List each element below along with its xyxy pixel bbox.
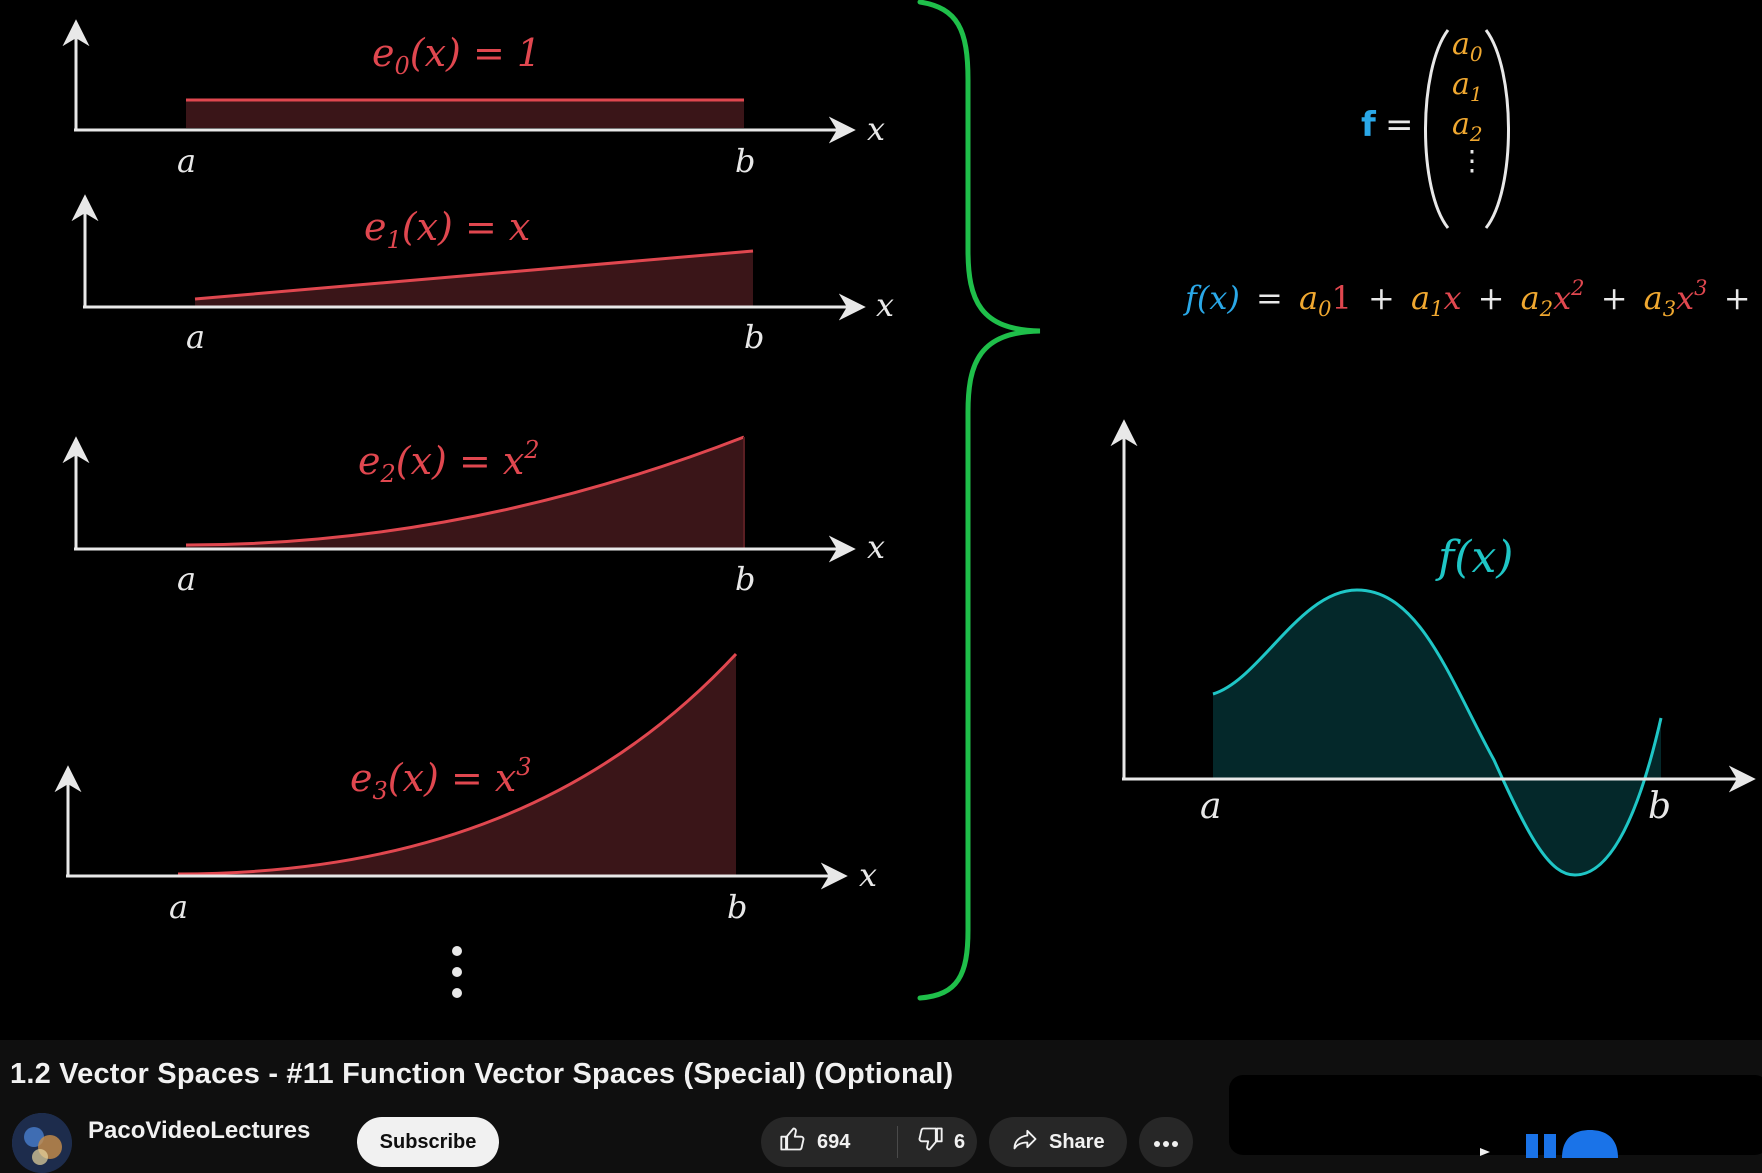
- side-panel: [1229, 1075, 1762, 1155]
- curly-brace: [917, 0, 1041, 1001]
- vector-equals: =: [1385, 105, 1414, 145]
- label-x: x: [867, 110, 885, 148]
- label-a: a: [177, 560, 196, 598]
- label-x: x: [876, 286, 894, 324]
- label-a: a: [1200, 786, 1221, 827]
- label-b: b: [735, 560, 755, 598]
- fx-plot: f(x) a b: [1110, 419, 1756, 877]
- label-b: b: [1648, 786, 1671, 827]
- like-dislike-group: 694 6: [761, 1117, 977, 1167]
- like-count: 694: [817, 1130, 851, 1153]
- label-x: x: [867, 528, 885, 566]
- label-b: b: [727, 888, 747, 926]
- label-a: a: [169, 888, 188, 926]
- thumbs-down-icon: [916, 1125, 944, 1159]
- label-a: a: [177, 142, 196, 180]
- basis-plot-e3: e3(x) = x3 a b x: [54, 652, 877, 926]
- thumbs-up-icon: [779, 1125, 807, 1159]
- basis-label-e0: e0(x) = 1: [372, 31, 541, 80]
- series-expansion: f(x) = a01 + a1x + a2x2 + a3x3 + ⋯: [1183, 265, 1762, 321]
- basis-label-e2: e2(x) = x2: [358, 436, 540, 488]
- more-actions-button[interactable]: [1139, 1117, 1193, 1167]
- divider: [897, 1126, 898, 1158]
- label-b: b: [735, 142, 755, 180]
- svg-text:⋮: ⋮: [1458, 144, 1486, 177]
- channel-name[interactable]: PacoVideoLectures: [88, 1117, 311, 1144]
- dislike-count: 6: [954, 1130, 966, 1153]
- channel-avatar[interactable]: [12, 1113, 72, 1173]
- dislike-button[interactable]: 6: [898, 1117, 965, 1167]
- svg-text:a0: a0: [1452, 27, 1483, 66]
- basis-plot-e0: e0(x) = 1 a b x: [62, 19, 885, 180]
- basis-label-e1: e1(x) = x: [364, 205, 530, 254]
- fx-label: f(x): [1435, 532, 1513, 583]
- label-b: b: [744, 318, 764, 356]
- coefficient-vector: f = a0 a1 a2 ⋮: [1361, 27, 1510, 229]
- sponsor-logo-icon: [1480, 1128, 1680, 1158]
- vector-f: f: [1361, 105, 1377, 145]
- vertical-ellipsis-icon: [452, 946, 462, 998]
- video-player[interactable]: e0(x) = 1 a b x e1(x) = x a b x e2(x) = …: [0, 0, 1762, 1040]
- like-button[interactable]: 694: [761, 1117, 897, 1167]
- more-horizontal-icon: [1153, 1131, 1179, 1154]
- subscribe-button[interactable]: Subscribe: [357, 1117, 499, 1167]
- basis-plot-e1: e1(x) = x a b x: [71, 194, 894, 356]
- share-icon: [1011, 1125, 1039, 1159]
- label-a: a: [186, 318, 205, 356]
- basis-label-e3: e3(x) = x3: [350, 753, 532, 805]
- share-button[interactable]: Share: [989, 1117, 1127, 1167]
- video-title: 1.2 Vector Spaces - #11 Function Vector …: [10, 1058, 954, 1090]
- svg-text:a1: a1: [1452, 67, 1483, 106]
- svg-text:a2: a2: [1452, 107, 1483, 146]
- basis-plot-e2: e2(x) = x2 a b x: [62, 435, 885, 598]
- label-x: x: [859, 856, 877, 894]
- share-label: Share: [1049, 1130, 1105, 1153]
